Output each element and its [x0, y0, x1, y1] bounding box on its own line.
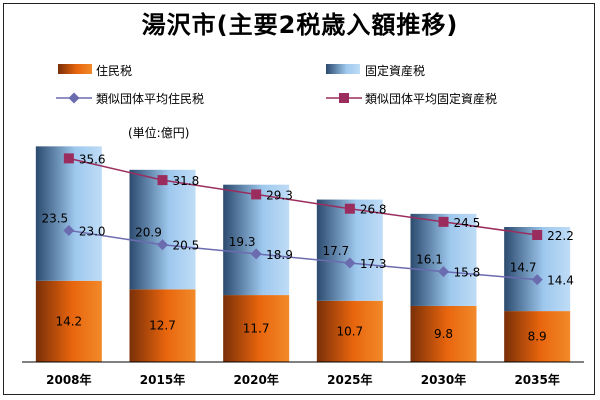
bar-resident-tax-2 — [223, 295, 290, 362]
legend-fixed-asset-tax-label: 固定資産税 — [365, 63, 426, 78]
bar-fixed-asset-tax-0 — [35, 146, 102, 281]
label-avg-fixed-asset-tax-2: 29.3 — [266, 188, 293, 202]
legend-avg-resident-tax: 類似団体平均住民税 — [96, 88, 204, 108]
point-avg-resident-tax-1 — [157, 239, 168, 251]
x-tick-label-3: 2025年 — [327, 372, 372, 387]
label-avg-resident-tax-5: 14.4 — [547, 274, 574, 288]
line-avg-resident-tax — [68, 229, 538, 281]
legend-avg-fixed-asset-tax: 類似団体平均固定資産税 — [365, 88, 497, 108]
bar-resident-tax-5 — [504, 311, 571, 362]
chart-title: 湯沢市(主要2税歳入額推移) — [141, 11, 459, 39]
bar-fixed-asset-tax-5 — [504, 227, 571, 312]
point-avg-fixed-asset-tax-1 — [157, 175, 168, 186]
x-tick-label-2: 2020年 — [233, 372, 278, 387]
label-resident-tax-1: 12.7 — [149, 319, 176, 333]
label-fixed-asset-tax-5: 14.7 — [510, 261, 537, 275]
label-fixed-asset-tax-1: 20.9 — [135, 226, 162, 240]
legend-avg-fixed-asset-tax-label: 類似団体平均固定資産税 — [365, 91, 498, 106]
point-avg-resident-tax-5 — [531, 274, 543, 286]
label-avg-fixed-asset-tax-4: 24.5 — [454, 216, 481, 230]
legend-avg-resident-tax-marker — [68, 92, 80, 104]
point-avg-resident-tax-3 — [344, 257, 356, 269]
label-avg-resident-tax-3: 17.3 — [360, 257, 387, 271]
label-fixed-asset-tax-0: 23.5 — [41, 211, 68, 225]
bar-resident-tax-0 — [35, 280, 102, 362]
label-avg-resident-tax-4: 15.8 — [454, 266, 481, 280]
label-resident-tax-5: 8.9 — [528, 330, 547, 344]
x-tick-label-0: 2008年 — [46, 372, 91, 387]
bar-resident-tax-3 — [316, 300, 383, 362]
legend-avg-fixed-asset-tax-marker — [339, 93, 349, 103]
label-avg-fixed-asset-tax-5: 22.2 — [547, 229, 574, 243]
line-avg-fixed-asset-tax — [68, 157, 538, 236]
bar-fixed-asset-tax-4 — [410, 213, 477, 306]
point-avg-resident-tax-2 — [250, 248, 262, 260]
label-resident-tax-0: 14.2 — [55, 314, 82, 328]
bar-resident-tax-4 — [410, 305, 477, 362]
point-avg-fixed-asset-tax-4 — [438, 216, 449, 227]
x-tick-label-1: 2015年 — [140, 372, 185, 387]
point-avg-fixed-asset-tax-5 — [532, 230, 543, 241]
legend-resident-tax-swatch — [58, 64, 92, 74]
point-avg-fixed-asset-tax-3 — [344, 203, 355, 214]
bar-resident-tax-1 — [129, 289, 196, 362]
legend-fixed-asset-tax-swatch — [326, 64, 360, 74]
label-resident-tax-4: 9.8 — [434, 327, 453, 341]
point-avg-resident-tax-0 — [63, 224, 75, 236]
label-resident-tax-2: 11.7 — [243, 322, 270, 336]
label-avg-fixed-asset-tax-3: 26.8 — [360, 203, 387, 217]
label-fixed-asset-tax-4: 16.1 — [416, 253, 443, 267]
bar-fixed-asset-tax-3 — [316, 199, 383, 301]
bar-fixed-asset-tax-2 — [223, 184, 290, 296]
unit-label: (単位:億円) — [128, 126, 190, 140]
label-fixed-asset-tax-2: 19.3 — [229, 235, 256, 249]
label-avg-resident-tax-1: 20.5 — [173, 239, 200, 253]
bar-fixed-asset-tax-1 — [129, 169, 196, 290]
label-avg-fixed-asset-tax-0: 35.6 — [79, 152, 106, 166]
point-avg-fixed-asset-tax-0 — [63, 153, 74, 164]
point-avg-fixed-asset-tax-2 — [251, 189, 262, 200]
point-avg-resident-tax-4 — [438, 266, 449, 278]
label-avg-resident-tax-2: 18.9 — [266, 248, 293, 262]
legend-resident-tax-label: 住民税 — [96, 63, 133, 78]
label-fixed-asset-tax-3: 17.7 — [322, 244, 349, 258]
label-resident-tax-3: 10.7 — [336, 324, 363, 338]
label-avg-fixed-asset-tax-1: 31.8 — [173, 174, 200, 188]
x-tick-label-5: 2035年 — [514, 372, 559, 387]
legend-resident-tax: 住民税 — [96, 60, 132, 80]
legend-avg-resident-tax-label: 類似団体平均住民税 — [96, 91, 205, 106]
x-tick-label-4: 2030年 — [421, 372, 466, 387]
label-avg-resident-tax-0: 23.0 — [79, 224, 106, 238]
legend-fixed-asset-tax: 固定資産税 — [365, 60, 425, 80]
